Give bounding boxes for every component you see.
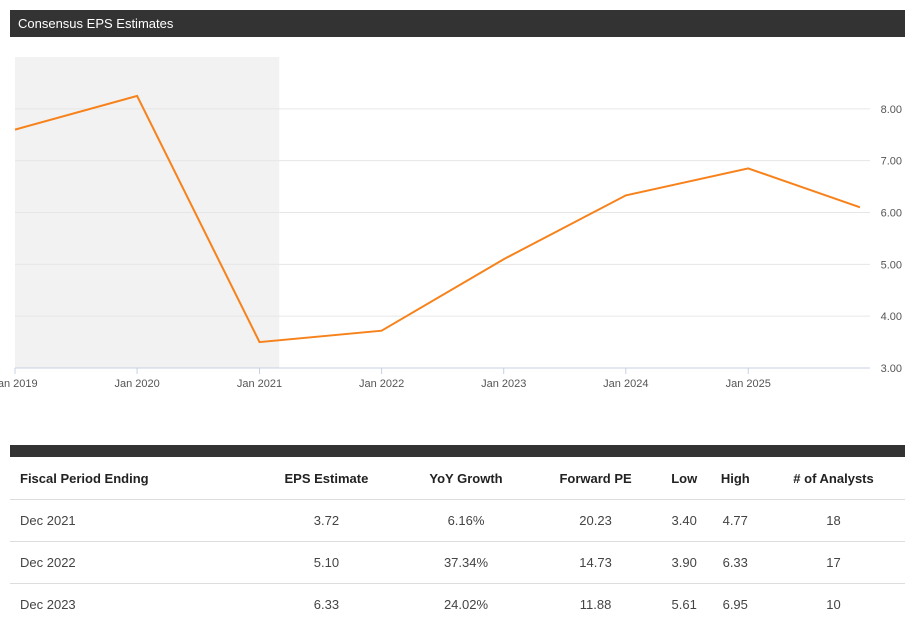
col-header-forward-pe: Forward PE (531, 457, 660, 500)
chart-title: Consensus EPS Estimates (10, 10, 905, 37)
y-tick-label: 5.00 (881, 259, 902, 271)
table-cell: 3.90 (660, 542, 709, 584)
table-row: Dec 2021 3.72 6.16% 20.23 3.40 4.77 18 (10, 500, 905, 542)
x-tick-label: Jan 2019 (0, 378, 38, 390)
col-header-low: Low (660, 457, 709, 500)
table-cell: Dec 2022 (10, 542, 252, 584)
x-tick-label: Jan 2023 (481, 378, 526, 390)
eps-estimates-table: Fiscal Period Ending EPS Estimate YoY Gr… (10, 457, 905, 625)
col-header-analysts: # of Analysts (762, 457, 905, 500)
table-cell: 17 (762, 542, 905, 584)
table-cell: 6.95 (708, 584, 762, 625)
y-tick-label: 6.00 (881, 208, 902, 220)
table-cell: 3.40 (660, 500, 709, 542)
table-cell: 14.73 (531, 542, 660, 584)
table-cell: 37.34% (401, 542, 531, 584)
x-tick-label: Jan 2024 (603, 378, 648, 390)
table-cell: 20.23 (531, 500, 660, 542)
table-cell: 10 (762, 584, 905, 625)
table-row: Dec 2022 5.10 37.34% 14.73 3.90 6.33 17 (10, 542, 905, 584)
col-header-yoy-growth: YoY Growth (401, 457, 531, 500)
table-cell: Dec 2023 (10, 584, 252, 625)
table-cell: 6.33 (252, 584, 401, 625)
col-header-high: High (708, 457, 762, 500)
col-header-fiscal-period: Fiscal Period Ending (10, 457, 252, 500)
table-cell: 3.72 (252, 500, 401, 542)
x-tick-label: Jan 2020 (114, 378, 159, 390)
table-cell: 6.16% (401, 500, 531, 542)
table-cell: 18 (762, 500, 905, 542)
y-tick-label: 8.00 (881, 104, 902, 116)
table-row: Dec 2023 6.33 24.02% 11.88 5.61 6.95 10 (10, 584, 905, 625)
x-tick-label: Jan 2021 (237, 378, 282, 390)
table-cell: 11.88 (531, 584, 660, 625)
eps-line-chart: 3.00 4.00 5.00 6.00 7.00 8.00 Jan 2019 Jan 2020… (0, 40, 916, 400)
table-cell: 5.10 (252, 542, 401, 584)
table-cell: Dec 2021 (10, 500, 252, 542)
table-cell: 6.33 (708, 542, 762, 584)
y-tick-label: 3.00 (881, 363, 902, 375)
x-tick-label: Jan 2022 (359, 378, 404, 390)
table-cell: 24.02% (401, 584, 531, 625)
y-tick-label: 4.00 (881, 311, 902, 323)
table-cell: 5.61 (660, 584, 709, 625)
y-tick-label: 7.00 (881, 156, 902, 168)
table-header-bar (10, 445, 905, 457)
col-header-eps-estimate: EPS Estimate (252, 457, 401, 500)
table-header-row: Fiscal Period Ending EPS Estimate YoY Gr… (10, 457, 905, 500)
x-tick-label: Jan 2025 (726, 378, 771, 390)
table-cell: 4.77 (708, 500, 762, 542)
